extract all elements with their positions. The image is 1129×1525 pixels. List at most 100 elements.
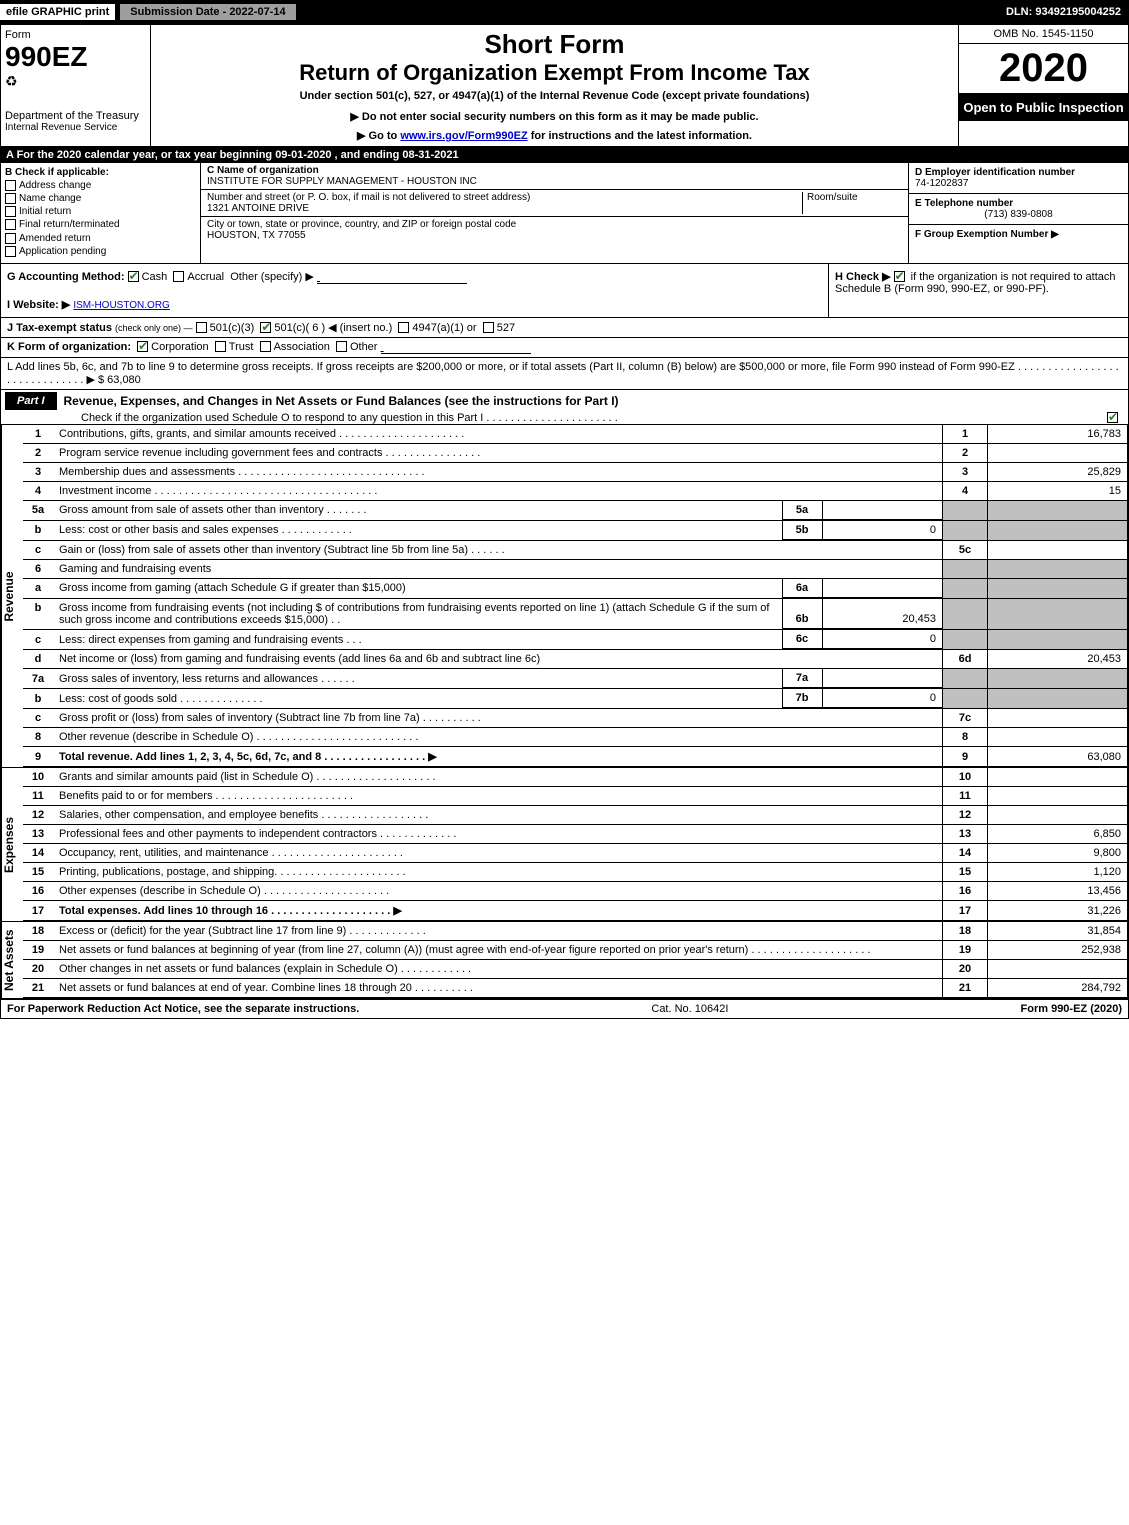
check-501c3[interactable] [196, 322, 207, 333]
irs-link[interactable]: www.irs.gov/Form990EZ [400, 130, 527, 142]
check-501c[interactable] [260, 322, 271, 333]
table-row: 5aGross amount from sale of assets other… [23, 500, 1128, 520]
k-corp: Corporation [151, 341, 208, 353]
j-label: J Tax-exempt status [7, 322, 112, 334]
check-527[interactable] [483, 322, 494, 333]
subtitle: Under section 501(c), 527, or 4947(a)(1)… [155, 90, 954, 102]
line-l: L Add lines 5b, 6c, and 7b to line 9 to … [0, 358, 1129, 390]
check-schedule-o[interactable] [1107, 412, 1118, 423]
table-row: 3Membership dues and assessments . . . .… [23, 462, 1128, 481]
table-row: cGain or (loss) from sale of assets othe… [23, 540, 1128, 559]
website-link[interactable]: ISM-HOUSTON.ORG [73, 300, 169, 311]
table-row: 1Contributions, gifts, grants, and simil… [23, 425, 1128, 444]
street-cell: Number and street (or P. O. box, if mail… [201, 190, 908, 217]
header-left: Form 990EZ ♻ Department of the Treasury … [1, 25, 151, 146]
check-final[interactable]: Final return/terminated [5, 219, 196, 230]
check-accrual[interactable] [173, 271, 184, 282]
footer-right: Form 990-EZ (2020) [1021, 1003, 1122, 1015]
header-right: OMB No. 1545-1150 2020 Open to Public In… [958, 25, 1128, 146]
check-other[interactable] [336, 341, 347, 352]
table-row: 21Net assets or fund balances at end of … [23, 979, 1128, 998]
check-4947[interactable] [398, 322, 409, 333]
form-number: 990EZ [5, 41, 146, 73]
check-initial[interactable]: Initial return [5, 206, 196, 217]
check-amended[interactable]: Amended return [5, 233, 196, 244]
form-label: Form [5, 29, 146, 41]
k-other: Other [350, 341, 378, 353]
dln-number: DLN: 93492195004252 [1006, 6, 1129, 18]
check-assoc[interactable] [260, 341, 271, 352]
table-row: 20Other changes in net assets or fund ba… [23, 960, 1128, 979]
table-row: bLess: cost of goods sold . . . . . . . … [23, 689, 1128, 709]
e-label: E Telephone number [915, 198, 1013, 209]
line-j: J Tax-exempt status (check only one) — 5… [0, 318, 1129, 338]
j-501c: 501(c)( 6 ) ◀ (insert no.) [274, 322, 392, 334]
netassets-side-label: Net Assets [1, 922, 23, 998]
table-row: 13Professional fees and other payments t… [23, 825, 1128, 844]
revenue-side-label: Revenue [1, 425, 23, 768]
city-label: City or town, state or province, country… [207, 219, 516, 230]
part-i-label: Part I [5, 392, 57, 410]
phone-cell: E Telephone number (713) 839-0808 [909, 194, 1128, 225]
j-4947: 4947(a)(1) or [412, 322, 476, 334]
netassets-table: 18Excess or (deficit) for the year (Subt… [23, 922, 1128, 998]
department-label: Department of the Treasury [5, 110, 146, 122]
efile-label: efile GRAPHIC print [0, 4, 115, 20]
tax-year: 2020 [959, 44, 1128, 94]
recycle-icon: ♻ [5, 73, 146, 90]
h-label: H Check ▶ [835, 271, 891, 283]
check-pending[interactable]: Application pending [5, 246, 196, 257]
check-address[interactable]: Address change [5, 180, 196, 191]
table-row: cLess: direct expenses from gaming and f… [23, 630, 1128, 650]
check-h[interactable] [894, 271, 905, 282]
other-label: Other (specify) ▶ [230, 271, 314, 283]
check-trust[interactable] [215, 341, 226, 352]
i-label: I Website: ▶ [7, 299, 70, 311]
city-cell: City or town, state or province, country… [201, 217, 908, 243]
check-name[interactable]: Name change [5, 193, 196, 204]
table-row: 8Other revenue (describe in Schedule O) … [23, 728, 1128, 747]
cash-label: Cash [142, 271, 168, 283]
expenses-block: Expenses 10Grants and similar amounts pa… [0, 767, 1129, 921]
c-label: C Name of organization [207, 165, 319, 176]
org-name: INSTITUTE FOR SUPPLY MANAGEMENT - HOUSTO… [207, 176, 477, 187]
check-cash[interactable] [128, 271, 139, 282]
submission-date: Submission Date - 2022-07-14 [119, 3, 296, 21]
irs-label: Internal Revenue Service [5, 122, 146, 133]
table-row: 2Program service revenue including gover… [23, 443, 1128, 462]
check-corp[interactable] [137, 341, 148, 352]
j-sub: (check only one) — [115, 323, 193, 333]
org-name-cell: C Name of organization INSTITUTE FOR SUP… [201, 163, 908, 190]
k-trust: Trust [229, 341, 254, 353]
main-title: Return of Organization Exempt From Incom… [155, 60, 954, 86]
table-row: 18Excess or (deficit) for the year (Subt… [23, 922, 1128, 941]
part-i-header: Part I Revenue, Expenses, and Changes in… [0, 390, 1129, 425]
line-g: G Accounting Method: Cash Accrual Other … [7, 270, 822, 284]
line-a: A For the 2020 calendar year, or tax yea… [0, 147, 1129, 163]
city-value: HOUSTON, TX 77055 [207, 230, 306, 241]
inspection-label: Open to Public Inspection [959, 94, 1128, 121]
table-row: 6Gaming and fundraising events [23, 559, 1128, 578]
phone-value: (713) 839-0808 [915, 209, 1122, 220]
revenue-table: 1Contributions, gifts, grants, and simil… [23, 425, 1128, 768]
table-row: dNet income or (loss) from gaming and fu… [23, 650, 1128, 669]
table-row: bGross income from fundraising events (n… [23, 598, 1128, 630]
table-row: cGross profit or (loss) from sales of in… [23, 709, 1128, 728]
goto-prefix: ▶ Go to [357, 130, 400, 142]
table-row: 4Investment income . . . . . . . . . . .… [23, 481, 1128, 500]
header-center: Short Form Return of Organization Exempt… [151, 25, 958, 146]
table-row: 12Salaries, other compensation, and empl… [23, 806, 1128, 825]
line-k: K Form of organization: Corporation Trus… [0, 338, 1129, 358]
table-row: 9Total revenue. Add lines 1, 2, 3, 4, 5c… [23, 747, 1128, 767]
table-row: 16Other expenses (describe in Schedule O… [23, 882, 1128, 901]
section-bcdef: B Check if applicable: Address change Na… [0, 163, 1129, 264]
street-value: 1321 ANTOINE DRIVE [207, 203, 309, 214]
footer-left: For Paperwork Reduction Act Notice, see … [7, 1003, 359, 1015]
j-527: 527 [497, 322, 515, 334]
k-assoc: Association [274, 341, 330, 353]
group-exemption-cell: F Group Exemption Number ▶ [909, 225, 1128, 244]
goto-note: ▶ Go to www.irs.gov/Form990EZ for instru… [155, 129, 954, 142]
d-label: D Employer identification number [915, 167, 1075, 178]
section-ghij: G Accounting Method: Cash Accrual Other … [0, 264, 1129, 318]
part-i-sub: Check if the organization used Schedule … [1, 412, 1107, 424]
